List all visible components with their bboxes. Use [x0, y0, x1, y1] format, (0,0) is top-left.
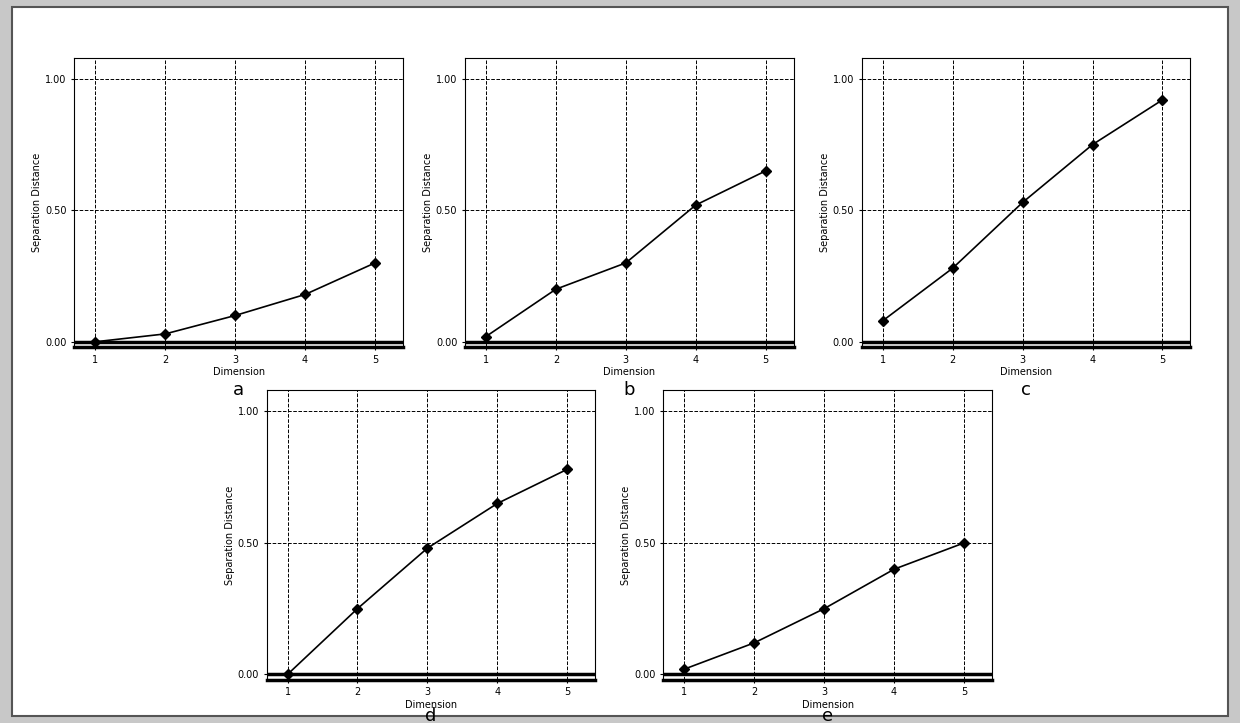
- Text: a: a: [233, 382, 244, 399]
- X-axis label: Dimension: Dimension: [212, 367, 265, 377]
- Y-axis label: Separation Distance: Separation Distance: [423, 153, 433, 252]
- Text: b: b: [624, 382, 635, 399]
- X-axis label: Dimension: Dimension: [801, 700, 854, 710]
- Text: d: d: [425, 707, 436, 723]
- Y-axis label: Separation Distance: Separation Distance: [820, 153, 830, 252]
- Text: c: c: [1022, 382, 1030, 399]
- Y-axis label: Separation Distance: Separation Distance: [621, 485, 631, 585]
- Y-axis label: Separation Distance: Separation Distance: [32, 153, 42, 252]
- X-axis label: Dimension: Dimension: [999, 367, 1053, 377]
- Y-axis label: Separation Distance: Separation Distance: [224, 485, 234, 585]
- X-axis label: Dimension: Dimension: [603, 367, 656, 377]
- X-axis label: Dimension: Dimension: [404, 700, 458, 710]
- Text: e: e: [822, 707, 833, 723]
